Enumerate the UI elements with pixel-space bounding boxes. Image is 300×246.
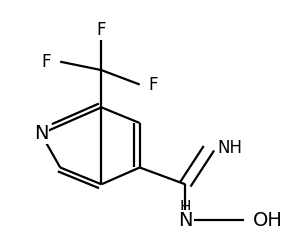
Text: OH: OH [253, 211, 283, 230]
Text: N: N [178, 211, 193, 230]
Text: NH: NH [218, 139, 243, 157]
Text: F: F [148, 76, 158, 93]
Text: F: F [97, 21, 106, 39]
Text: N: N [34, 124, 48, 143]
Text: H: H [180, 200, 191, 215]
Text: F: F [42, 53, 51, 71]
